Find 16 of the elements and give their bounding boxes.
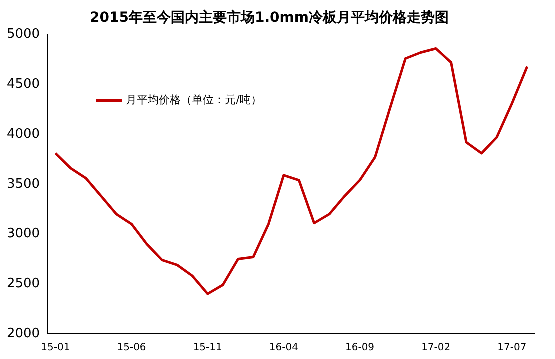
x-tick-label: 17-02 — [422, 342, 451, 354]
y-tick-label: 4000 — [6, 126, 40, 142]
x-tick-label: 17-07 — [498, 342, 527, 354]
x-tick-label: 16-04 — [269, 342, 298, 354]
y-tick-label: 5000 — [6, 27, 40, 42]
y-tick-label: 4500 — [6, 77, 40, 92]
y-tick-label: 2500 — [6, 276, 40, 292]
x-tick-label: 15-11 — [193, 342, 222, 354]
y-tick-label: 3000 — [6, 226, 40, 242]
y-tick-label: 2000 — [6, 326, 40, 342]
y-tick-label: 3500 — [6, 176, 40, 192]
legend-label: 月平均价格（单位：元/吨） — [126, 94, 262, 107]
x-tick-label: 15-01 — [41, 342, 70, 354]
x-tick-label: 16-09 — [345, 342, 375, 354]
chart-title: 2015年至今国内主要市场1.0mm冷板月平均价格走势图 — [90, 9, 449, 26]
x-tick-label: 15-06 — [117, 342, 146, 354]
